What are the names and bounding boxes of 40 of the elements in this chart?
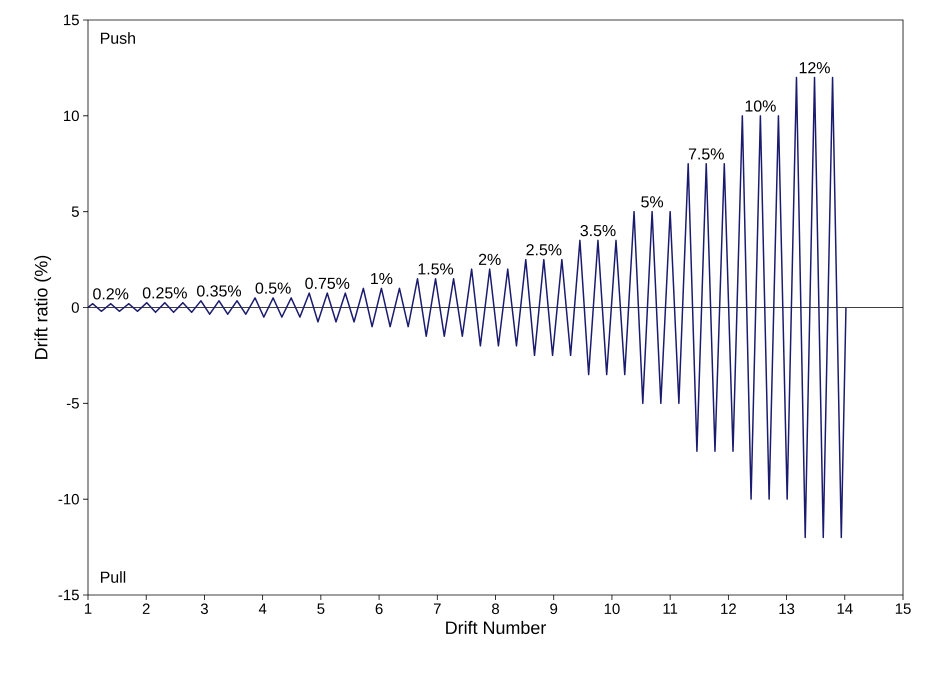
x-tick-label: 9: [550, 604, 558, 614]
x-tick-label: 6: [376, 604, 383, 614]
annotation: 0.5%: [256, 282, 291, 294]
annotation: 0.75%: [305, 278, 350, 289]
annotation: 0.2%: [93, 288, 128, 300]
y-tick-label: 0: [72, 302, 79, 313]
y-tick-label: -15: [58, 590, 79, 600]
x-tick-label: 12: [721, 604, 736, 614]
x-tick-label: 13: [779, 604, 794, 614]
annotation: 1%: [371, 272, 392, 284]
x-tick-label: 4: [258, 604, 266, 614]
annotation: 10%: [746, 100, 776, 112]
x-tick-label: 8: [492, 604, 500, 614]
y-tick-label: 10: [64, 110, 79, 122]
y-tick-label: -10: [58, 494, 79, 504]
annotation: Pull: [100, 571, 126, 583]
annotation: 3.5%: [580, 224, 616, 236]
y-tick-label: -5: [66, 398, 79, 409]
x-axis-title: Drift Number: [446, 620, 546, 634]
annotation: 12%: [800, 62, 830, 74]
x-tick-label: 3: [200, 604, 208, 614]
x-tick-label: 11: [664, 604, 678, 614]
x-tick-label: 1: [84, 604, 92, 614]
y-axis-title: Drift ratio (%): [34, 256, 52, 359]
annotation: 2%: [478, 254, 501, 265]
x-tick-label: 15: [896, 604, 911, 614]
annotation: 2.5%: [526, 244, 562, 256]
x-tick-label: 10: [604, 604, 620, 614]
annotation: 7.5%: [688, 148, 724, 160]
y-tick-label: 15: [64, 14, 79, 26]
annotation: 0.25%: [142, 287, 187, 299]
annotation: 0.35%: [197, 285, 242, 297]
x-tick-label: 7: [434, 604, 441, 614]
x-tick-label: 5: [317, 604, 324, 614]
annotation: 5%: [641, 196, 664, 208]
annotation: 1.5%: [418, 263, 454, 275]
y-tick-label: 5: [72, 206, 79, 217]
annotation: Push: [100, 32, 135, 44]
x-tick-label: 2: [142, 604, 150, 614]
x-tick-label: 14: [838, 604, 853, 614]
